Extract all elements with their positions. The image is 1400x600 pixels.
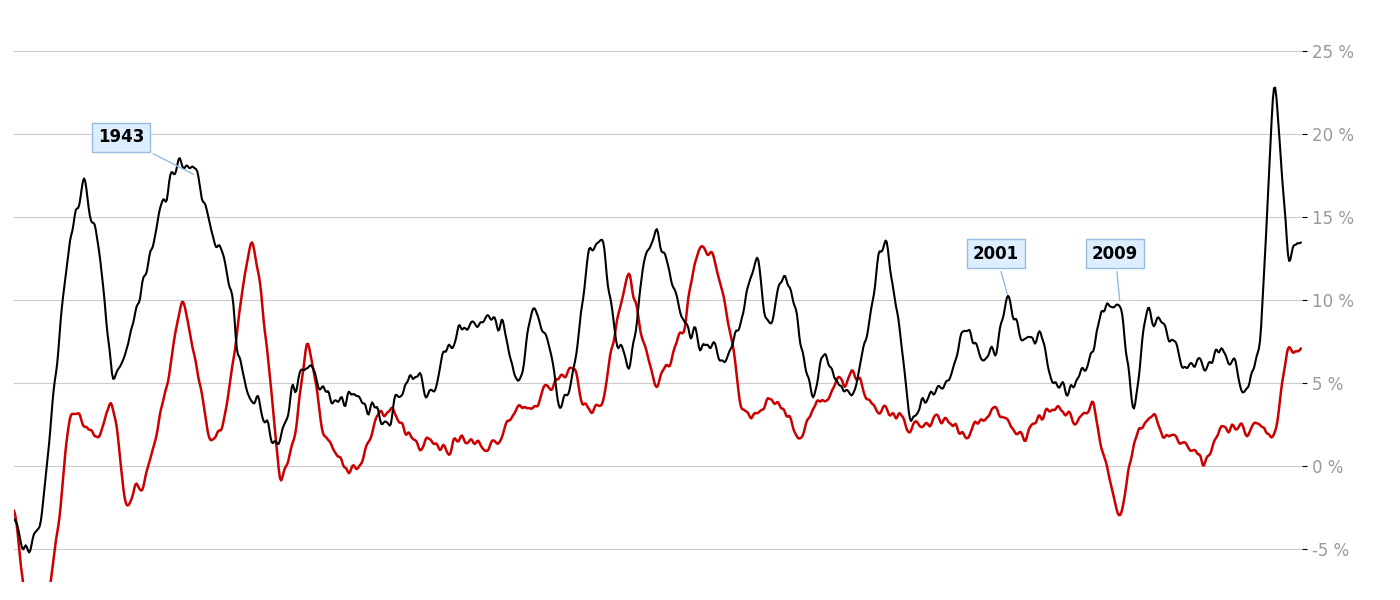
Text: 2009: 2009 xyxy=(1092,245,1138,301)
Text: 2001: 2001 xyxy=(973,245,1019,294)
Text: 1943: 1943 xyxy=(98,128,193,175)
